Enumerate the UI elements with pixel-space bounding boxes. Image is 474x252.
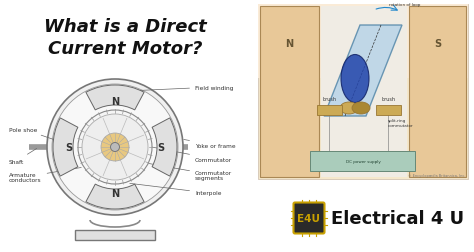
Wedge shape bbox=[86, 86, 144, 110]
Text: Pole shoe: Pole shoe bbox=[9, 127, 58, 142]
Text: Yoke or frame: Yoke or frame bbox=[184, 140, 236, 148]
Text: Commutator
segments: Commutator segments bbox=[149, 164, 232, 181]
Text: N: N bbox=[285, 38, 293, 48]
Wedge shape bbox=[152, 118, 177, 176]
Text: DC power supply: DC power supply bbox=[346, 159, 381, 163]
Ellipse shape bbox=[340, 103, 358, 115]
Text: S: S bbox=[65, 142, 73, 152]
Text: E4U: E4U bbox=[298, 213, 320, 223]
FancyBboxPatch shape bbox=[75, 230, 155, 240]
Text: N: N bbox=[111, 188, 119, 198]
Circle shape bbox=[110, 143, 119, 152]
Text: Current Motor?: Current Motor? bbox=[48, 40, 202, 58]
Circle shape bbox=[47, 80, 183, 215]
FancyBboxPatch shape bbox=[375, 106, 401, 115]
Ellipse shape bbox=[352, 103, 370, 115]
Text: brush: brush bbox=[381, 97, 395, 102]
Text: rotation of loop: rotation of loop bbox=[389, 3, 421, 7]
Text: What is a Direct: What is a Direct bbox=[44, 18, 206, 36]
Text: Electrical 4 U: Electrical 4 U bbox=[331, 209, 464, 227]
Text: S: S bbox=[434, 38, 441, 48]
Circle shape bbox=[82, 115, 148, 180]
FancyBboxPatch shape bbox=[293, 203, 325, 234]
Polygon shape bbox=[324, 26, 402, 116]
Text: © Encyclopædia Britannica, Inc.: © Encyclopædia Britannica, Inc. bbox=[409, 173, 466, 177]
Text: Shaft: Shaft bbox=[9, 149, 36, 164]
Text: Commutator: Commutator bbox=[134, 144, 232, 162]
Circle shape bbox=[52, 85, 178, 210]
Text: S: S bbox=[157, 142, 164, 152]
Circle shape bbox=[101, 134, 129, 161]
FancyBboxPatch shape bbox=[258, 5, 468, 179]
FancyBboxPatch shape bbox=[310, 151, 416, 171]
Ellipse shape bbox=[341, 55, 369, 103]
Text: split-ring
commutator: split-ring commutator bbox=[388, 118, 414, 127]
FancyBboxPatch shape bbox=[260, 7, 319, 177]
Text: brush: brush bbox=[322, 97, 337, 102]
Circle shape bbox=[78, 111, 152, 184]
FancyBboxPatch shape bbox=[258, 5, 468, 78]
Wedge shape bbox=[53, 118, 78, 176]
FancyBboxPatch shape bbox=[317, 106, 342, 115]
Text: Armature
conductors: Armature conductors bbox=[9, 168, 81, 183]
Wedge shape bbox=[86, 184, 144, 209]
Text: Field winding: Field winding bbox=[130, 85, 233, 91]
Text: Interpole: Interpole bbox=[130, 184, 221, 196]
Text: N: N bbox=[111, 97, 119, 107]
FancyBboxPatch shape bbox=[409, 7, 466, 177]
FancyBboxPatch shape bbox=[321, 7, 407, 177]
